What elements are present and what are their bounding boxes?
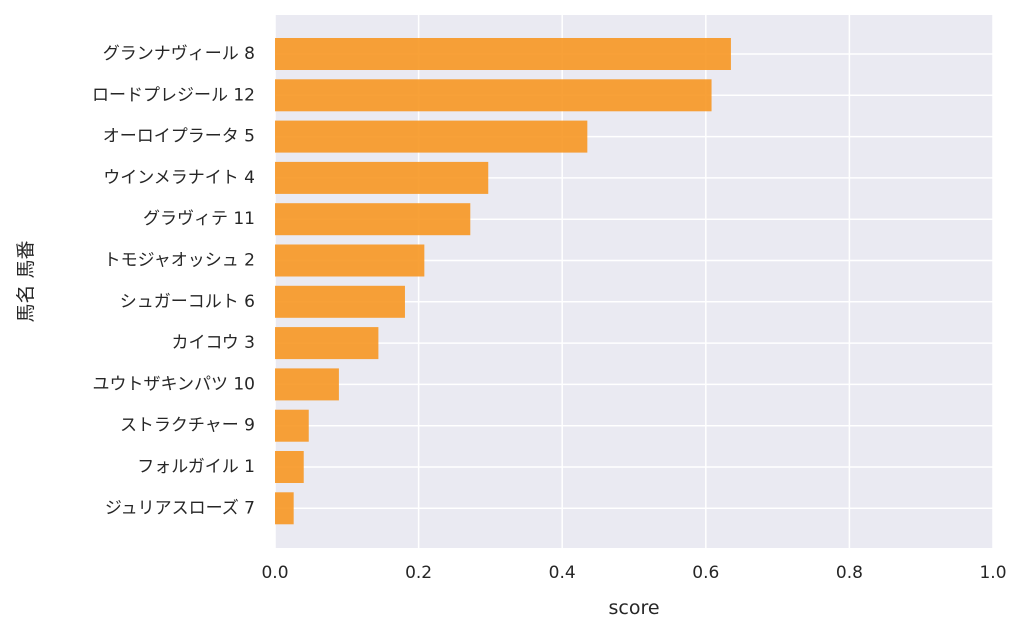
bar (275, 492, 294, 525)
x-tick-label: 0.2 (405, 563, 432, 583)
y-tick-label: オーロイプラータ 5 (103, 127, 255, 147)
y-tick-label: ウインメラナイト 4 (103, 168, 255, 188)
bars (275, 38, 731, 525)
x-tick-label: 0.4 (549, 563, 576, 583)
bar (275, 79, 712, 112)
y-tick-label: ストラクチャー 9 (120, 416, 255, 436)
bar (275, 161, 489, 194)
x-tick-label: 0.0 (261, 563, 288, 583)
y-tick-label: ユウトザキンパツ 10 (92, 374, 255, 394)
y-tick-label: グランナヴィール 8 (103, 44, 255, 64)
bar (275, 451, 304, 483)
bar (275, 203, 471, 236)
y-tick-label: ロードプレジール 12 (92, 85, 255, 105)
y-tick-label: グラヴィテ 11 (143, 209, 255, 229)
bar (275, 327, 379, 360)
y-tick-label: トモジャオッシュ 2 (104, 251, 255, 271)
bar (275, 285, 405, 318)
x-tick-label: 0.8 (836, 563, 863, 583)
bar (275, 368, 339, 401)
y-tick-label: ジュリアスローズ 7 (105, 498, 255, 518)
y-tick-label: フォルガイル 1 (137, 457, 255, 477)
y-tick-labels: グランナヴィール 8 ロードプレジール 12 オーロイプラータ 5 ウインメラナイト … (92, 44, 255, 518)
x-tick-label: 0.6 (692, 563, 719, 583)
x-axis-label: score (608, 597, 659, 619)
y-tick-label: シュガーコルト 6 (120, 292, 255, 312)
bar (275, 244, 425, 277)
bar (275, 409, 309, 442)
y-axis-label: 馬名 馬番 (15, 240, 37, 322)
bar (275, 120, 588, 153)
y-tick-label: カイコウ 3 (171, 333, 255, 353)
x-tick-labels: 0.0 0.2 0.4 0.6 0.8 1.0 (261, 563, 1006, 583)
x-tick-label: 1.0 (979, 563, 1006, 583)
bar (275, 38, 731, 70)
